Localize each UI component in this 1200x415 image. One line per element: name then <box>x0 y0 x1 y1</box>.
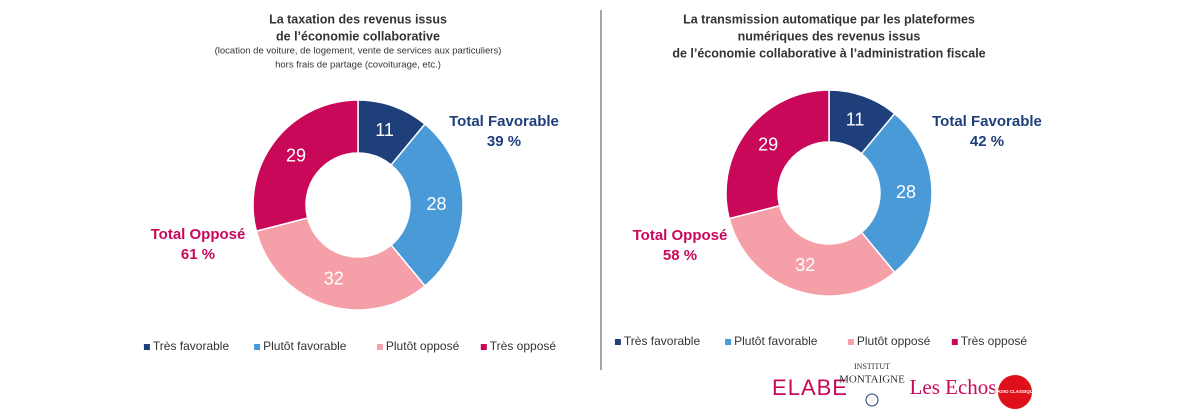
legend-label: Très favorable <box>624 334 701 348</box>
logo-elabe: ELABE <box>772 375 848 400</box>
legend-swatch <box>143 344 150 350</box>
segment-label: 29 <box>286 146 306 166</box>
logo-radio <box>998 375 1032 409</box>
legend-swatch <box>725 339 732 345</box>
logo-institut: INSTITUT <box>854 362 890 371</box>
annotation-label: Total Opposé <box>633 227 728 244</box>
donut-segment <box>728 204 896 297</box>
donut-segment <box>390 123 464 287</box>
annotation-value: 61 % <box>181 246 215 263</box>
legend-swatch <box>254 344 261 350</box>
annotation-value: 39 % <box>487 133 521 150</box>
donut-segment <box>725 89 830 220</box>
segment-label: 11 <box>846 109 865 129</box>
segment-label: 28 <box>426 194 446 214</box>
legend-label: Plutôt opposé <box>386 339 460 353</box>
logo-lesechos: Les Echos <box>910 375 997 399</box>
chart-title: La transmission automatique par les plat… <box>683 12 975 26</box>
legend-label: Très opposé <box>490 339 557 353</box>
donut-segment <box>252 99 359 233</box>
donut-segment <box>255 217 426 311</box>
legend-label: Très opposé <box>961 334 1028 348</box>
legend-swatch <box>847 339 854 345</box>
logo-radio-text: RADIO CLASSIQUE <box>994 389 1036 394</box>
annotation-value: 42 % <box>970 133 1004 150</box>
chart-subtitle: (location de voiture, de logement, vente… <box>215 46 502 57</box>
legend-swatch <box>951 339 958 345</box>
legend-label: Plutôt favorable <box>263 339 347 353</box>
chart-title: de l’économie collaborative à l’administ… <box>672 46 985 60</box>
annotation-value: 58 % <box>663 247 697 264</box>
segment-label: 32 <box>324 268 344 288</box>
chart-title: La taxation des revenus issus <box>269 12 447 26</box>
chart-title: numériques des revenus issus <box>738 29 921 43</box>
annotation-label: Total Favorable <box>449 113 559 130</box>
legend-label: Très favorable <box>153 339 230 353</box>
donut-segment <box>860 112 933 274</box>
segment-label: 29 <box>758 135 778 155</box>
legend-label: Plutôt opposé <box>857 334 931 348</box>
legend-label: Plutôt favorable <box>734 334 818 348</box>
legend-swatch <box>376 344 383 350</box>
logo-mark <box>865 393 879 407</box>
segment-label: 28 <box>896 182 916 202</box>
chart-title: de l’économie collaborative <box>276 29 440 43</box>
annotation-label: Total Opposé <box>151 226 246 243</box>
segment-label: 32 <box>795 255 815 275</box>
annotation-label: Total Favorable <box>932 113 1042 130</box>
legend-swatch <box>480 344 487 350</box>
logo-montaigne: MONTAIGNE <box>839 374 905 386</box>
chart-subtitle: hors frais de partage (covoiturage, etc.… <box>275 60 441 71</box>
legend-swatch <box>614 339 621 345</box>
segment-label: 11 <box>375 120 394 140</box>
